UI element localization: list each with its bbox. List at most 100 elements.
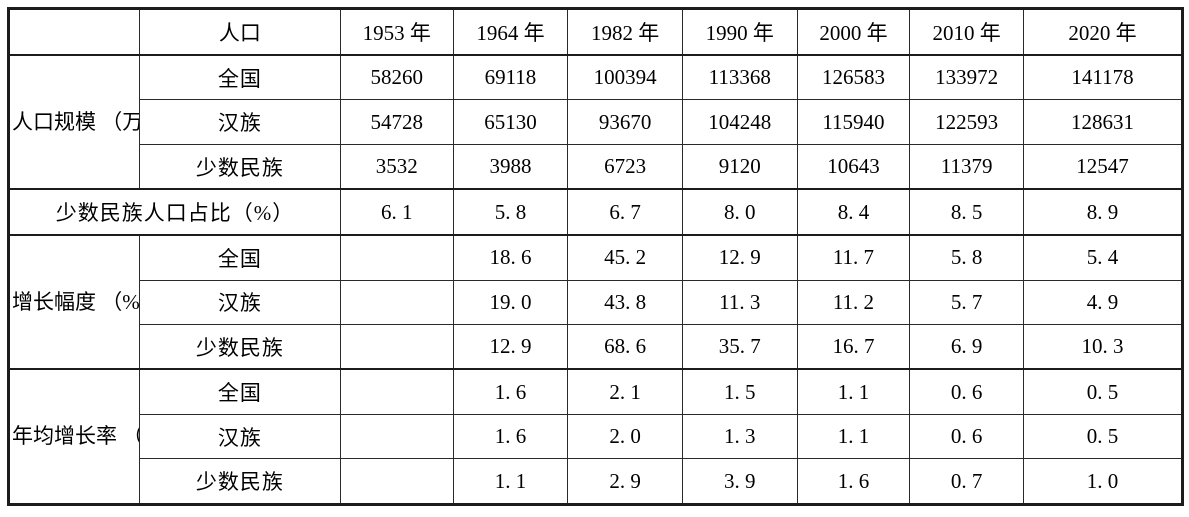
data-cell: 9120 (681, 143, 798, 190)
data-cell: 11379 (909, 143, 1024, 190)
data-cell: 8. 9 (1022, 188, 1184, 236)
data-cell: 5. 4 (1022, 234, 1184, 281)
data-cell: 35. 7 (681, 323, 798, 370)
row-label: 汉族 (138, 413, 341, 460)
row-label: 全国 (138, 53, 341, 101)
year-header-1964: 1964 年 (452, 7, 569, 56)
table-row: 少数民族 12. 9 68. 6 35. 7 16. 7 6. 9 10. 3 (9, 323, 1184, 370)
data-cell: 0. 5 (1022, 368, 1184, 415)
data-cell: 6. 9 (909, 323, 1024, 370)
data-cell: 12. 9 (681, 234, 798, 281)
data-cell: 18. 6 (452, 234, 569, 281)
corner-cell (8, 7, 140, 56)
data-cell: 3988 (452, 143, 569, 190)
year-header-2020: 2020 年 (1022, 7, 1184, 56)
table-row: 增长幅度 （%） 全国 18. 6 45. 2 12. 9 11. 7 5. 8… (8, 234, 1184, 370)
data-cell: 1. 6 (796, 458, 911, 505)
data-cell: 1. 6 (452, 368, 569, 415)
data-cell (339, 368, 454, 415)
table-row: 汉族 1. 6 2. 0 1. 3 1. 1 0. 6 0. 5 (9, 413, 1184, 460)
data-cell: 104248 (681, 99, 798, 145)
data-cell: 0. 7 (909, 458, 1024, 505)
table-row: 少数民族人口占比（%） 6. 1 5. 8 6. 7 8. 0 8. 4 8. … (8, 188, 1184, 236)
data-cell: 100394 (567, 53, 683, 101)
row-label: 少数民族 (138, 323, 341, 370)
data-cell: 4. 9 (1022, 279, 1184, 325)
data-cell: 6. 1 (339, 188, 454, 236)
data-cell: 19. 0 (452, 279, 569, 325)
population-header-cell: 人口 (138, 7, 341, 56)
data-cell: 8. 4 (796, 188, 911, 236)
data-cell: 54728 (339, 99, 454, 145)
data-cell: 5. 7 (909, 279, 1024, 325)
data-cell: 3532 (339, 143, 454, 190)
data-cell: 141178 (1022, 53, 1184, 101)
data-cell: 128631 (1022, 99, 1184, 145)
data-cell: 3. 9 (681, 458, 798, 505)
year-header-1990: 1990 年 (681, 7, 798, 56)
data-cell: 115940 (796, 99, 911, 145)
data-cell (339, 234, 454, 281)
table-row: 汉族 54728 65130 93670 104248 115940 12259… (9, 99, 1184, 145)
data-cell: 126583 (796, 53, 911, 101)
population-census-table: 人口 1953 年 1964 年 1982 年 1990 年 2000 年 20… (7, 7, 1184, 506)
year-header-2010: 2010 年 (909, 7, 1024, 56)
data-cell: 16. 7 (796, 323, 911, 370)
data-cell: 1. 3 (681, 413, 798, 460)
group-label-growth-range: 增长幅度 （%） (8, 234, 140, 370)
data-cell: 69118 (452, 53, 569, 101)
row-label: 少数民族 (138, 458, 341, 505)
group-label-annual-growth-rate: 年均增长率 （%） (8, 368, 140, 506)
data-cell: 2. 9 (567, 458, 683, 505)
data-cell: 6723 (567, 143, 683, 190)
data-cell: 58260 (339, 53, 454, 101)
data-cell: 11. 3 (681, 279, 798, 325)
data-cell: 122593 (909, 99, 1024, 145)
data-cell (339, 458, 454, 505)
row-label: 全国 (138, 234, 341, 281)
data-cell: 1. 1 (796, 413, 911, 460)
data-cell: 11. 7 (796, 234, 911, 281)
data-cell: 113368 (681, 53, 798, 101)
data-cell: 10. 3 (1022, 323, 1184, 370)
data-cell: 11. 2 (796, 279, 911, 325)
group-label-population-scale: 人口规模 （万人） (8, 53, 140, 190)
data-cell: 68. 6 (567, 323, 683, 370)
year-header-1953: 1953 年 (339, 7, 454, 56)
data-cell: 93670 (567, 99, 683, 145)
data-cell: 8. 5 (909, 188, 1024, 236)
row-label: 少数民族 (138, 143, 341, 190)
data-cell: 0. 6 (909, 413, 1024, 460)
row-label: 全国 (138, 368, 341, 415)
data-cell (339, 279, 454, 325)
table-row: 少数民族 1. 1 2. 9 3. 9 1. 6 0. 7 1. 0 (9, 458, 1184, 505)
data-cell: 1. 0 (1022, 458, 1184, 505)
data-cell: 5. 8 (452, 188, 569, 236)
data-cell: 65130 (452, 99, 569, 145)
row-label-minority-share: 少数民族人口占比（%） (8, 188, 341, 236)
row-label: 汉族 (138, 99, 341, 145)
data-cell: 5. 8 (909, 234, 1024, 281)
table-row: 人口规模 （万人） 全国 58260 69118 100394 113368 1… (8, 53, 1184, 190)
data-cell: 43. 8 (567, 279, 683, 325)
data-cell: 8. 0 (681, 188, 798, 236)
year-header-1982: 1982 年 (567, 7, 683, 56)
header-row: 人口 1953 年 1964 年 1982 年 1990 年 2000 年 20… (8, 7, 1184, 56)
year-header-2000: 2000 年 (796, 7, 911, 56)
data-cell: 12. 9 (452, 323, 569, 370)
data-cell: 1. 1 (796, 368, 911, 415)
data-cell (339, 323, 454, 370)
data-cell: 1. 1 (452, 458, 569, 505)
data-cell: 1. 6 (452, 413, 569, 460)
row-label: 汉族 (138, 279, 341, 325)
data-cell: 6. 7 (567, 188, 683, 236)
data-cell: 45. 2 (567, 234, 683, 281)
data-cell: 12547 (1022, 143, 1184, 190)
table-row: 少数民族 3532 3988 6723 9120 10643 11379 125… (9, 143, 1184, 190)
data-cell: 2. 0 (567, 413, 683, 460)
data-cell (339, 413, 454, 460)
table-row: 汉族 19. 0 43. 8 11. 3 11. 2 5. 7 4. 9 (9, 279, 1184, 325)
data-cell: 2. 1 (567, 368, 683, 415)
data-cell: 0. 5 (1022, 413, 1184, 460)
